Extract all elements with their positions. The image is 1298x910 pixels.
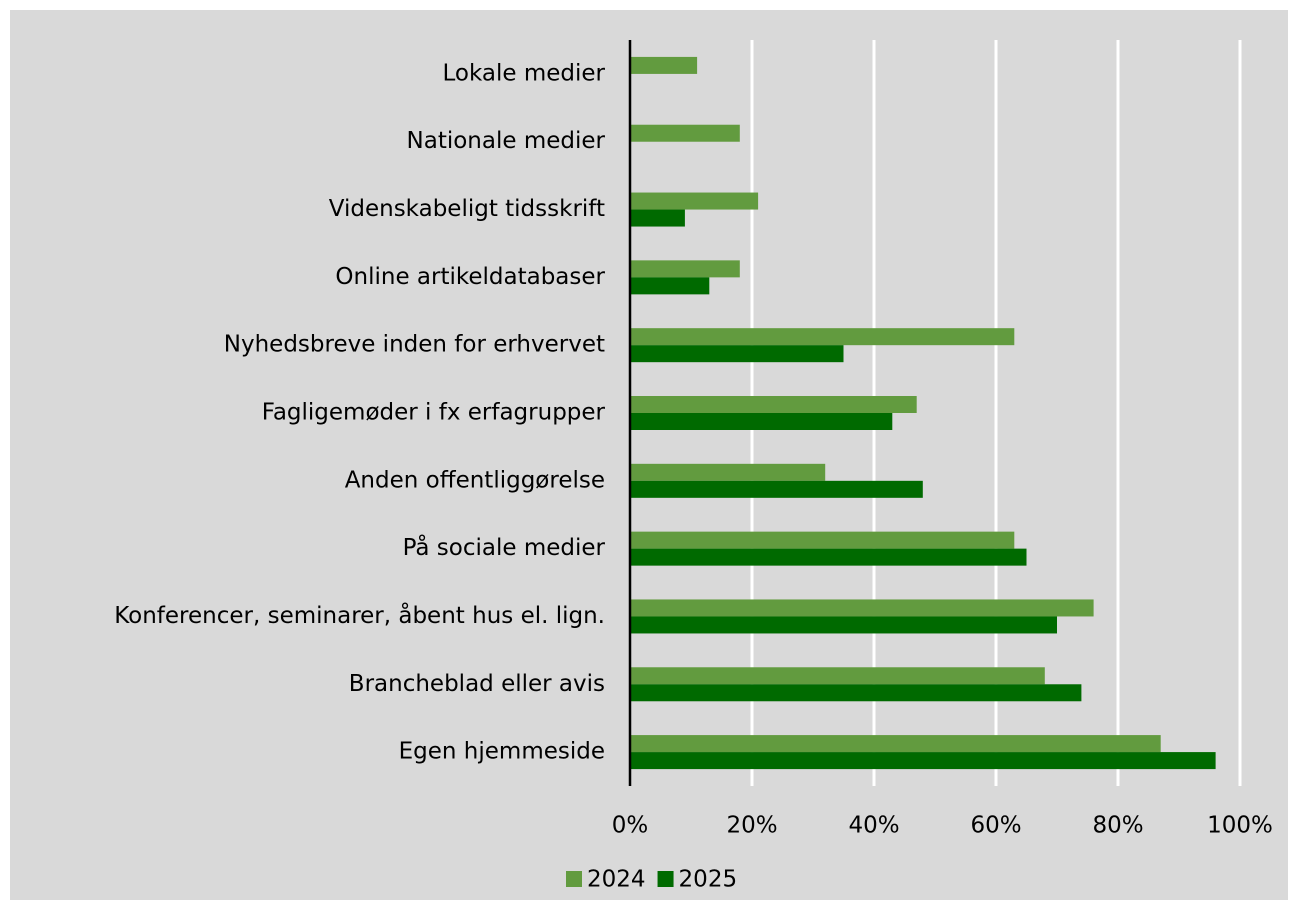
x-tick-label: 80% [1092, 813, 1143, 839]
x-tick-label: 100% [1207, 813, 1273, 839]
legend-label: 2024 [587, 867, 646, 893]
y-tick-label: Brancheblad eller avis [349, 671, 605, 697]
x-tick-label: 0% [612, 813, 649, 839]
bar [630, 413, 893, 430]
legend-label: 2025 [679, 867, 738, 893]
x-tick-label: 40% [848, 813, 899, 839]
bar [630, 345, 844, 363]
bar [630, 531, 1015, 549]
bar [630, 277, 710, 295]
bar [630, 192, 759, 210]
bar [630, 735, 1161, 753]
y-tick-label: Egen hjemmeside [399, 739, 605, 765]
bar [630, 599, 1094, 617]
bar [630, 260, 740, 278]
x-tick-label: 20% [726, 813, 777, 839]
bar [630, 209, 685, 227]
x-tick-label: 60% [970, 813, 1021, 839]
bar [630, 124, 740, 142]
bar [630, 463, 826, 481]
bar [630, 752, 1216, 770]
y-tick-label: Anden offentliggørelse [345, 467, 605, 493]
bar [630, 684, 1082, 702]
legend-swatch [566, 871, 582, 887]
bar [630, 616, 1057, 634]
y-tick-label: Online artikeldatabaser [335, 264, 605, 290]
bar [630, 548, 1027, 566]
y-tick-label: Nyhedsbreve inden for erhvervet [224, 332, 605, 358]
y-tick-label: Nationale medier [407, 128, 606, 154]
y-tick-label: På sociale medier [403, 533, 606, 561]
bar [630, 480, 923, 498]
bar [630, 667, 1045, 685]
y-tick-label: Fagligemøder i fx erfagrupper [262, 400, 606, 426]
y-tick-label: Videnskabeligt tidsskrift [329, 196, 605, 222]
bar [630, 56, 698, 74]
y-tick-label: Lokale medier [443, 60, 606, 86]
bar [630, 328, 1015, 346]
y-tick-label: Konferencer, seminarer, åbent hus el. li… [114, 601, 605, 629]
legend-swatch [657, 871, 674, 887]
bar [630, 396, 917, 413]
